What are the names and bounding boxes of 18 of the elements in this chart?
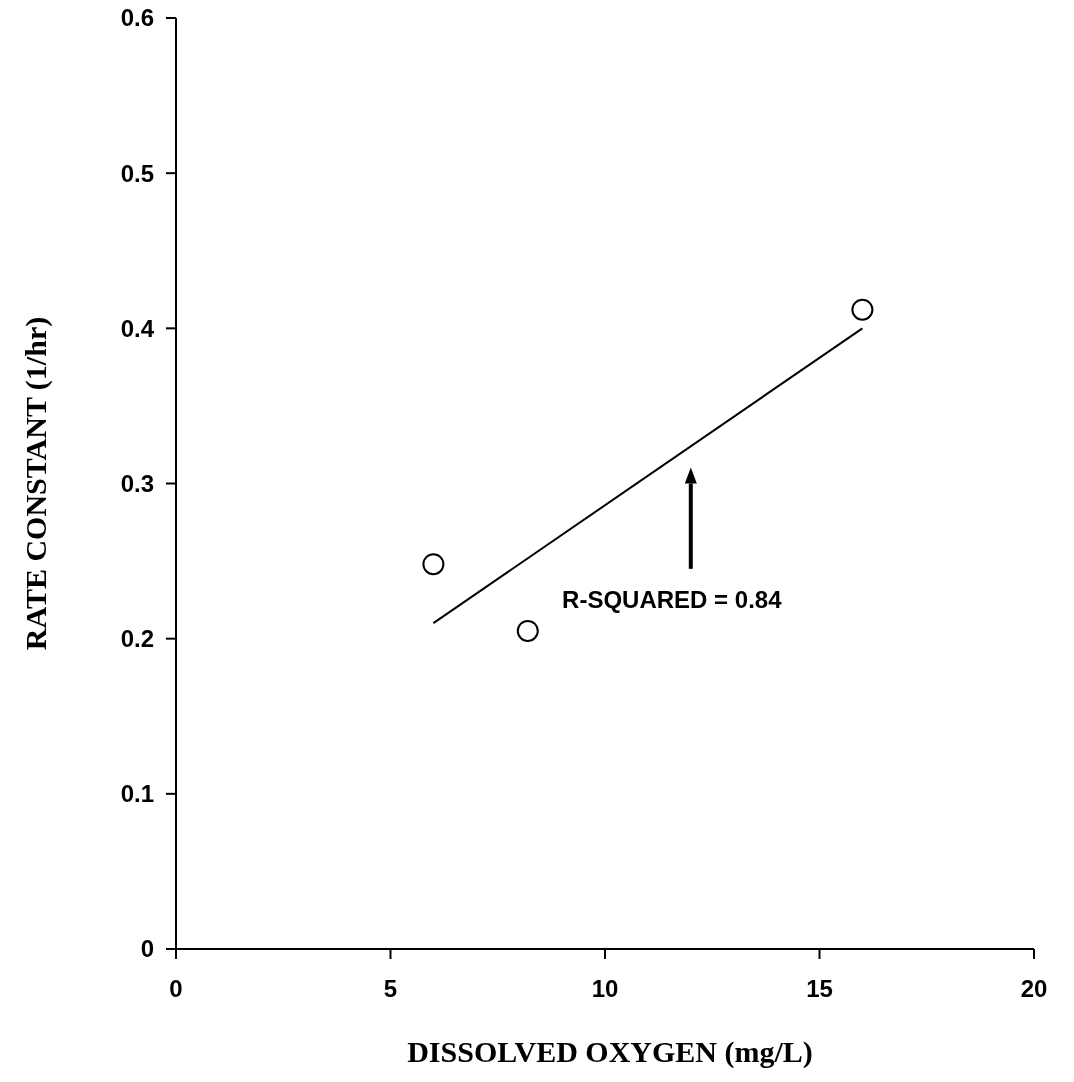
x-tick-label: 15 — [806, 975, 833, 1002]
x-tick-label: 20 — [1020, 975, 1048, 1002]
y-tick-label: 0 — [140, 935, 154, 963]
y-tick-label: 0.1 — [120, 780, 154, 808]
y-axis-title: RATE CONSTANT (1/hr) — [19, 316, 53, 651]
y-tick-label: 0.5 — [120, 159, 154, 187]
x-axis-title: DISSOLVED OXYGEN (mg/L) — [407, 1035, 813, 1069]
y-tick-label: 0.4 — [120, 314, 155, 342]
x-tick-label: 10 — [591, 975, 619, 1002]
point — [516, 619, 539, 642]
point — [422, 553, 445, 576]
y-tick-label: 0.6 — [120, 4, 154, 32]
x-tick-label: 5 — [383, 975, 398, 1002]
annotation: R-SQUARED = 0.84 — [562, 585, 783, 613]
y-tick-label: 0.2 — [120, 625, 154, 653]
x-tick-label: 0 — [169, 975, 183, 1002]
y-tick-label: 0.3 — [120, 469, 154, 497]
point — [851, 298, 874, 321]
